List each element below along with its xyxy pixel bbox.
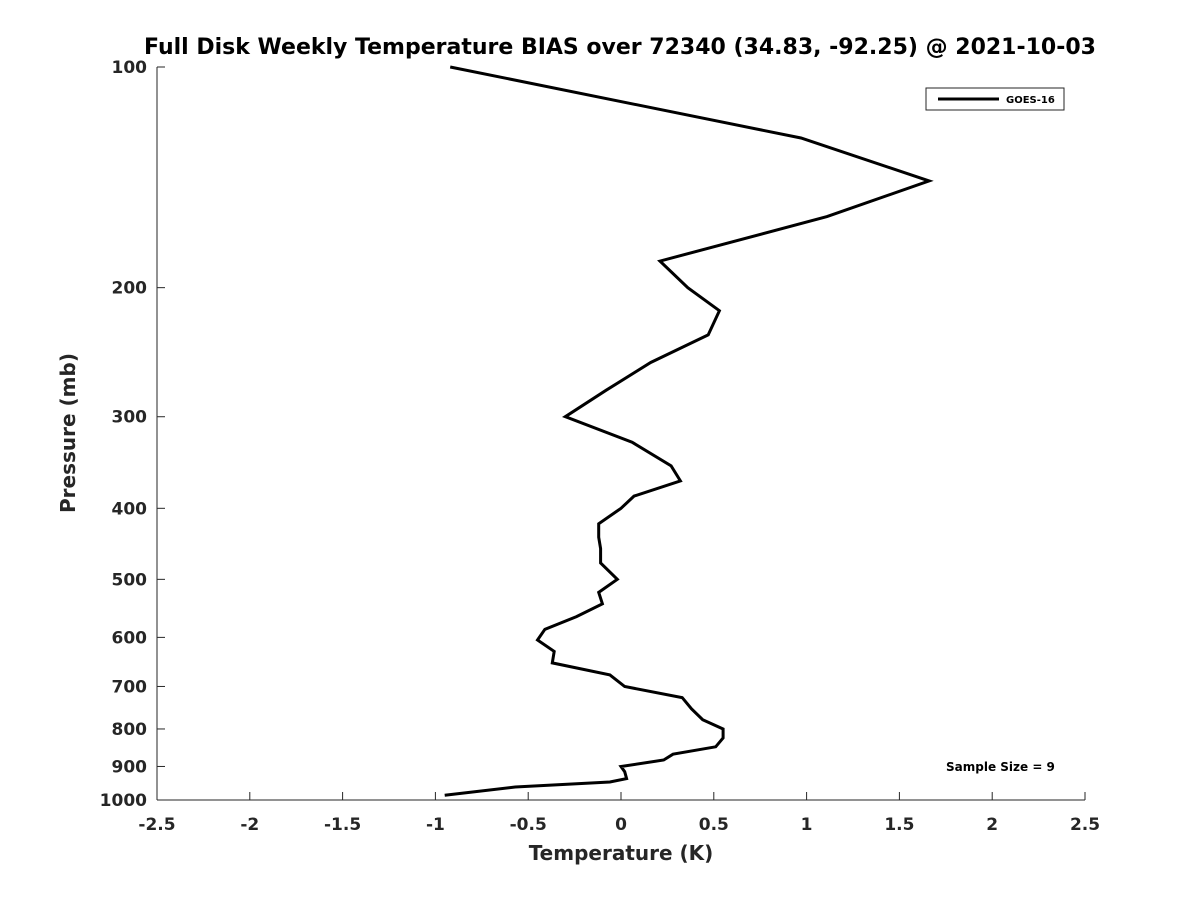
x-tick-label: -1.5 [324,815,361,835]
x-tick-label: -1 [426,815,445,835]
x-tick-label: 2.5 [1070,815,1100,835]
y-tick-label: 400 [112,499,148,519]
y-tick-label: 900 [112,757,148,777]
y-tick-label: 500 [112,570,148,590]
x-tick-label: 1 [801,815,813,835]
x-tick-label: 2 [986,815,998,835]
x-tick-label: 1.5 [884,815,914,835]
y-tick-label: 700 [112,677,148,697]
x-tick-label: -2.5 [138,815,175,835]
x-tick-label: 0 [615,815,627,835]
legend-label-goes-16: GOES-16 [1006,95,1055,106]
chart-title: Full Disk Weekly Temperature BIAS over 7… [144,35,1096,60]
y-tick-label: 800 [112,720,148,740]
y-ticks: 100 200 300 400 500 600 700 800 900 1000 [100,58,165,811]
x-ticks: -2.5 -2 -1.5 -1 -0.5 0 0.5 1 1.5 2 2.5 [138,792,1100,835]
y-tick-label: 200 [112,279,148,299]
legend: GOES-16 [925,87,1065,111]
series-layer [444,65,934,797]
sample-size-annotation: Sample Size = 9 [946,760,1055,774]
x-tick-label: -2 [240,815,259,835]
x-tick-label: -0.5 [510,815,547,835]
y-tick-label: 1000 [100,791,147,811]
series-line-goes-16 [444,65,934,797]
y-axis-label: Pressure (mb) [56,353,80,513]
x-axis-label: Temperature (K) [529,841,714,865]
x-tick-label: 0.5 [699,815,729,835]
y-tick-label: 600 [112,628,148,648]
y-tick-label: 300 [112,408,148,428]
y-tick-label: 100 [112,58,148,78]
